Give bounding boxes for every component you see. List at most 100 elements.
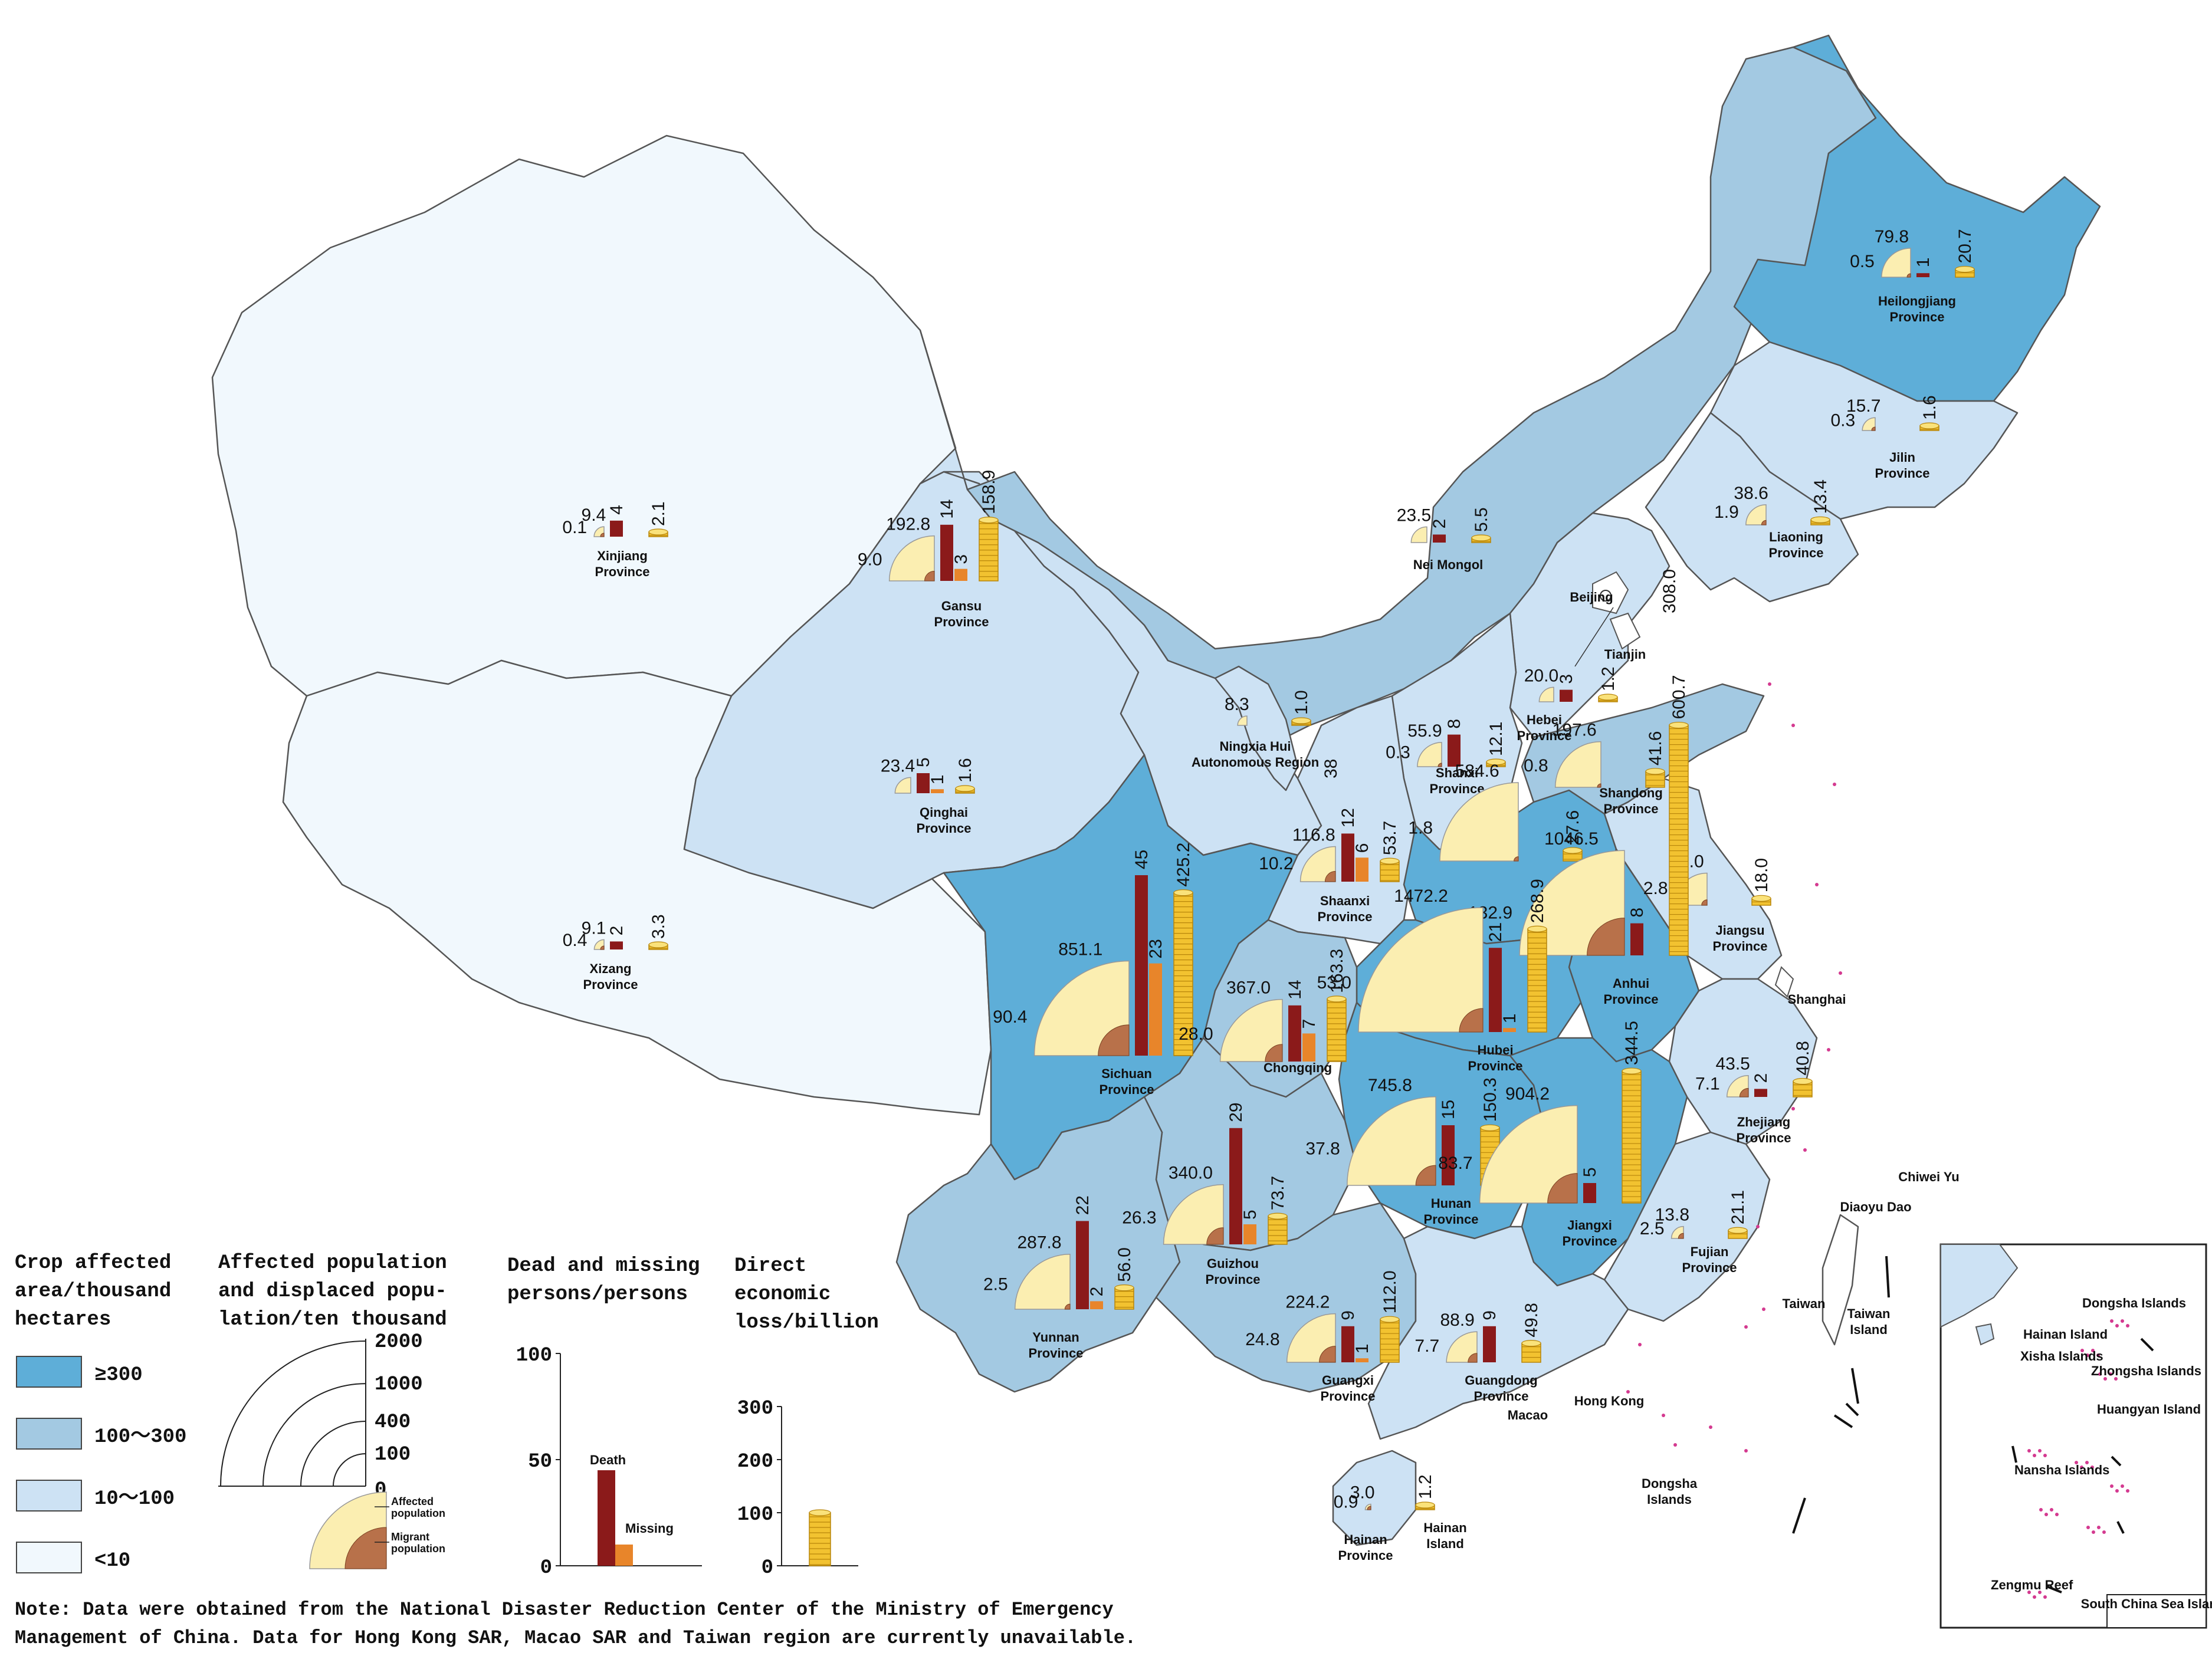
missing-bar [1356, 857, 1368, 882]
death-bar [1483, 1326, 1496, 1362]
province-type: Province [1318, 909, 1373, 924]
loss-title-2: loss/billion [734, 1312, 879, 1334]
migrant-value: 53.0 [1317, 973, 1351, 993]
death-value: 3 [1557, 674, 1576, 684]
legend-missing-label: Missing [625, 1521, 674, 1536]
loss-value: 163.3 [1327, 949, 1347, 993]
death-value: 14 [1285, 980, 1305, 999]
affected-value: 13.8 [1655, 1205, 1689, 1225]
legend-death-bar [598, 1470, 615, 1566]
island-dot [1833, 783, 1836, 786]
affected-value: 55.9 [1407, 721, 1442, 741]
loss-value: 49.8 [1522, 1303, 1541, 1337]
province-type: Province [1029, 1346, 1084, 1361]
pop-scale-label: 100 [375, 1444, 411, 1466]
migrant-value: 0.3 [1830, 410, 1855, 430]
province-type: Province [583, 977, 638, 992]
crop-title-1: area/thousand [15, 1280, 171, 1303]
crop-class-label: 10～100 [94, 1488, 175, 1510]
pop-title-0: Affected population [218, 1252, 447, 1274]
death-bar [1754, 1089, 1767, 1097]
death-value: 2 [1430, 519, 1449, 529]
affected-value: 287.8 [1017, 1233, 1061, 1253]
province-type: Province [1604, 992, 1659, 1007]
migrant-value: 0.1 [562, 518, 587, 537]
affected-value: 23.4 [881, 756, 915, 776]
loss-value: 20.7 [1955, 229, 1975, 263]
missing-bar [931, 789, 944, 793]
migrant-value: 0.8 [1524, 756, 1548, 776]
province-name: Shaanxi [1320, 893, 1370, 908]
loss-value: 56.0 [1115, 1247, 1134, 1282]
loss-value: 53.7 [1380, 821, 1400, 855]
death-value: 45 [1132, 850, 1151, 869]
crop-title-2: hectares [15, 1309, 111, 1331]
loss-coins [1380, 1319, 1400, 1363]
crop-class-label: <10 [94, 1550, 130, 1572]
affected-fan [1358, 907, 1484, 1033]
loss-value: 1.2 [1416, 1474, 1435, 1499]
affected-fan [1347, 1096, 1436, 1186]
affected-value: 584.6 [1455, 761, 1499, 781]
affected-value: 79.8 [1875, 227, 1909, 247]
migrant-fan [924, 570, 935, 581]
affected-fan [1745, 504, 1767, 525]
missing-value: 6 [1353, 843, 1372, 853]
affected-value: 9.1 [582, 918, 606, 938]
province-type: Province [1713, 939, 1768, 954]
missing-bar [1356, 1358, 1368, 1362]
label-hainan-island: Hainan [1423, 1520, 1466, 1535]
province-name: Gansu [941, 599, 982, 613]
boundary-dash [1792, 1497, 1806, 1534]
migrant-value: 90.4 [993, 1007, 1027, 1027]
island-dot [1709, 1425, 1712, 1429]
affected-value: 851.1 [1058, 940, 1102, 960]
pop-scale-label: 400 [375, 1411, 411, 1434]
loss-value: 1.2 [1599, 666, 1618, 691]
missing-value: 5 [1240, 1210, 1260, 1220]
province-type: Province [934, 615, 989, 629]
glyph-gansu: 192.89.0 14 3 158.9 Gansu Province [858, 470, 999, 629]
crop-class-label: ≥300 [94, 1364, 143, 1386]
province-type: Province [1430, 781, 1485, 796]
affected-value: 15.7 [1846, 396, 1880, 416]
crop-class-swatch [16, 1356, 82, 1388]
affected-fan [1479, 1105, 1578, 1204]
affected-fan [1439, 782, 1519, 862]
loss-value: 13.4 [1811, 479, 1830, 514]
province-type: Province [1338, 1548, 1393, 1563]
region-yunnan [895, 1096, 1181, 1393]
province-type: Province [1206, 1272, 1261, 1287]
pop-scale-label: 2000 [375, 1331, 423, 1353]
glyph-heilongjiang: 79.80.5 1 20.7 Heilongjiang Province [1850, 227, 1975, 324]
province-type: Province [1769, 546, 1824, 560]
death-bar [1433, 534, 1446, 543]
dead-title-1: persons/persons [507, 1283, 688, 1306]
migrant-fan [1678, 1233, 1684, 1239]
affected-value: 224.2 [1285, 1293, 1330, 1312]
pop-affected-label-2: population [391, 1507, 445, 1519]
missing-value: 23 [1146, 939, 1166, 958]
affected-fan [894, 777, 911, 794]
glyph-liaoning: 38.61.9 13.4 Liaoning Province [1714, 479, 1830, 560]
missing-value: 1 [1353, 1344, 1372, 1354]
island-dot [1791, 1107, 1795, 1110]
island-dot [1662, 1414, 1665, 1417]
province-type: Province [1737, 1131, 1791, 1145]
tianjin-loss-value: 308.0 [1660, 569, 1679, 613]
dead-tick: 50 [528, 1451, 552, 1473]
death-value: 29 [1226, 1102, 1246, 1122]
pop-migrant-label: Migrant [391, 1531, 429, 1543]
migrant-fan [600, 945, 605, 950]
label-beijing: Beijing [1570, 590, 1613, 604]
label-dongsha-2: Islands [1647, 1492, 1692, 1507]
province-type: Province [1875, 466, 1930, 481]
death-value: 21 [1486, 922, 1505, 942]
legend: Crop affected area/thousand hectares ≥300 10… [15, 1252, 879, 1579]
province-name: Jiangxi [1567, 1218, 1612, 1233]
loss-value: 1.0 [1292, 690, 1311, 715]
note-line-0: Note: Data were obtained from the Nation… [15, 1599, 1114, 1621]
